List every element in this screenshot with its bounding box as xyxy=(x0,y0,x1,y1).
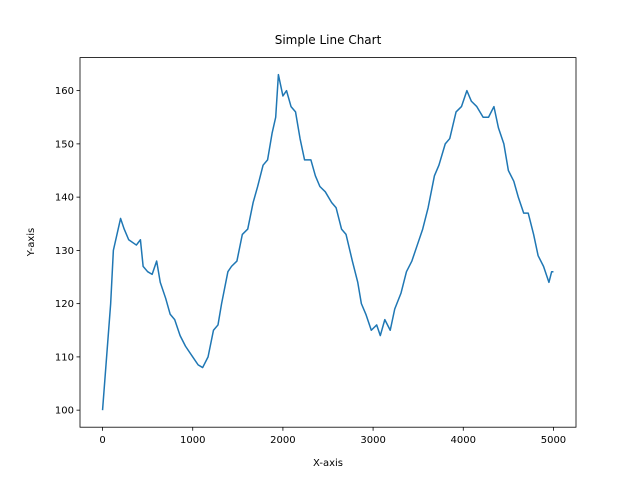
y-tick-label: 140 xyxy=(55,193,74,204)
y-tick-label: 130 xyxy=(55,246,74,257)
y-tick-label: 100 xyxy=(55,406,74,417)
y-tick-label: 160 xyxy=(55,86,74,97)
x-axis-label: X-axis xyxy=(313,458,343,469)
data-line xyxy=(101,73,554,411)
plot-frame xyxy=(79,57,577,428)
y-tick-label: 110 xyxy=(55,352,74,363)
x-tick-label: 4000 xyxy=(451,435,476,446)
x-tick-label: 1000 xyxy=(180,435,205,446)
x-tick-label: 0 xyxy=(99,435,105,446)
x-tick-label: 5000 xyxy=(541,435,566,446)
y-tick-label: 150 xyxy=(55,139,74,150)
x-tick-label: 2000 xyxy=(270,435,295,446)
y-tick-label: 120 xyxy=(55,299,74,310)
x-tick-label: 3000 xyxy=(360,435,385,446)
y-axis-label: Y-axis xyxy=(26,228,37,258)
chart-title: Simple Line Chart xyxy=(275,33,382,47)
